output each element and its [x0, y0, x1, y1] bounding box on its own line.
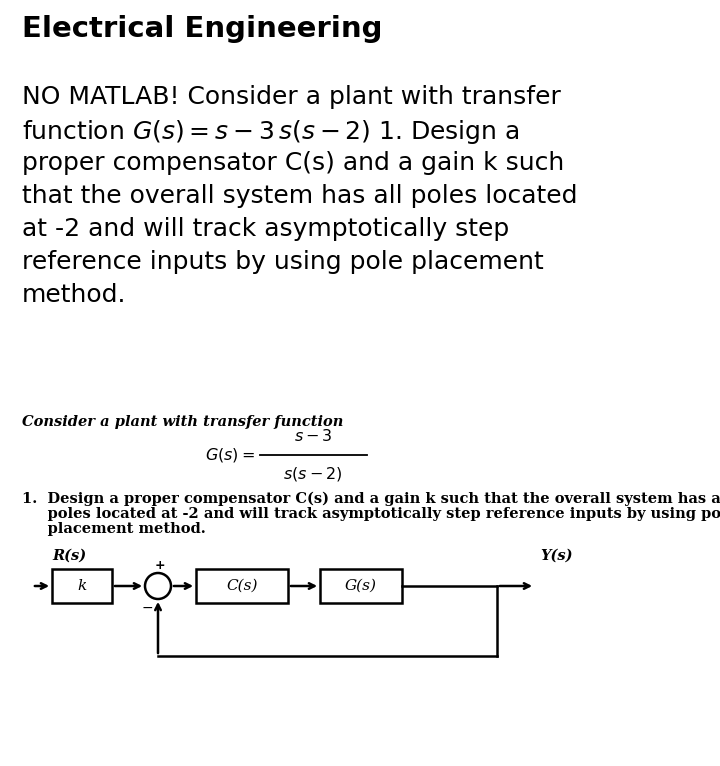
FancyBboxPatch shape: [196, 569, 288, 603]
Text: that the overall system has all poles located: that the overall system has all poles lo…: [22, 184, 577, 208]
Text: at -2 and will track asymptotically step: at -2 and will track asymptotically step: [22, 217, 509, 241]
Text: Consider a plant with transfer function: Consider a plant with transfer function: [22, 415, 343, 429]
Text: +: +: [155, 559, 166, 572]
Text: −: −: [141, 601, 153, 615]
Text: G(s): G(s): [345, 579, 377, 593]
Text: NO MATLAB! Consider a plant with transfer: NO MATLAB! Consider a plant with transfe…: [22, 85, 561, 109]
Text: $s-3$: $s-3$: [294, 428, 333, 445]
Text: method.: method.: [22, 283, 127, 307]
Text: 1.  Design a proper compensator C(s) and a gain k such that the overall system h: 1. Design a proper compensator C(s) and …: [22, 492, 720, 506]
Text: $G(s) =$: $G(s) =$: [205, 446, 255, 464]
Circle shape: [145, 573, 171, 599]
Text: reference inputs by using pole placement: reference inputs by using pole placement: [22, 250, 544, 274]
Text: Electrical Engineering: Electrical Engineering: [22, 15, 382, 43]
Text: $s(s-2)$: $s(s-2)$: [283, 465, 343, 483]
Text: poles located at -2 and will track asymptotically step reference inputs by using: poles located at -2 and will track asymp…: [22, 507, 720, 521]
FancyBboxPatch shape: [320, 569, 402, 603]
Text: placement method.: placement method.: [22, 522, 206, 536]
Text: Y(s): Y(s): [540, 549, 572, 563]
Text: R(s): R(s): [52, 549, 86, 563]
FancyBboxPatch shape: [52, 569, 112, 603]
Text: k: k: [77, 579, 86, 593]
Text: C(s): C(s): [226, 579, 258, 593]
Text: function $G(s) = s - 3\, s(s - 2)$ 1. Design a: function $G(s) = s - 3\, s(s - 2)$ 1. De…: [22, 118, 520, 146]
Text: proper compensator C(s) and a gain k such: proper compensator C(s) and a gain k suc…: [22, 151, 564, 175]
